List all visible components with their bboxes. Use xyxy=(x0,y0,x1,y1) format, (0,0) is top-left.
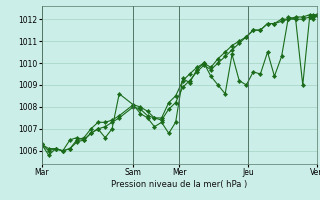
X-axis label: Pression niveau de la mer( hPa ): Pression niveau de la mer( hPa ) xyxy=(111,180,247,189)
